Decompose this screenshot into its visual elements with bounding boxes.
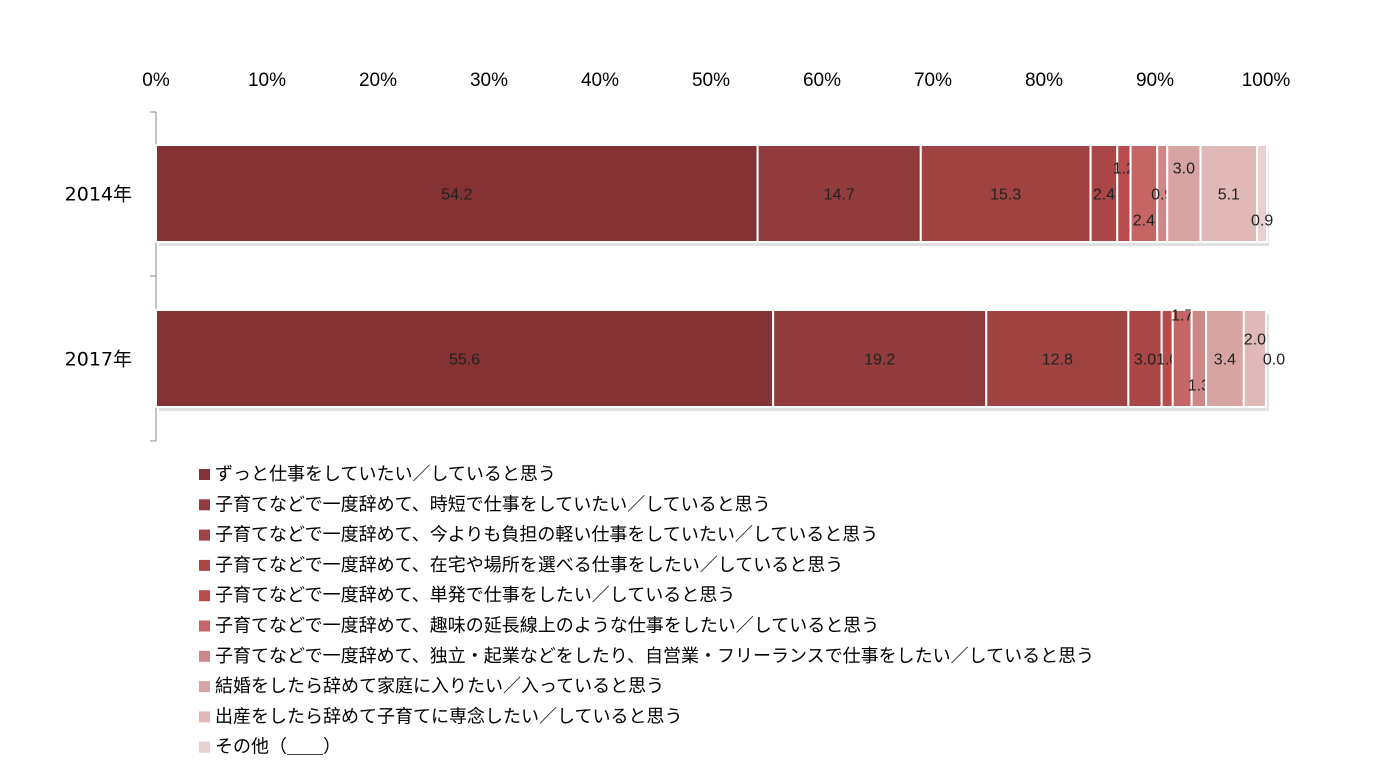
bar-segment [1127, 309, 1163, 408]
data-label: 0.9 [1251, 213, 1273, 230]
legend-label: 子育てなどで一度辞めて、独立・起業などをしたり、自営業・フリーランスで仕事をした… [215, 646, 1094, 667]
data-label: 54.2 [441, 187, 472, 204]
data-label: 5.1 [1218, 187, 1240, 204]
data-label: 3.4 [1214, 352, 1236, 369]
legend-swatch [199, 711, 210, 723]
x-tick-label: 70% [914, 70, 952, 91]
legend-label: 子育てなどで一度辞めて、在宅や場所を選べる仕事をしたい／していると思う [215, 555, 843, 576]
x-tick-label: 30% [470, 70, 508, 91]
x-tick-label: 20% [359, 70, 397, 91]
legend-label: 子育てなどで一度辞めて、趣味の延長線上のような仕事をしたい／していると思う [215, 616, 879, 637]
bar-segment [1256, 144, 1269, 243]
x-tick-label: 90% [1136, 70, 1174, 91]
data-label: 15.3 [990, 187, 1021, 204]
legend-label: ずっと仕事をしていたい／していると思う [215, 464, 556, 485]
category-label: 2014年 [65, 184, 132, 206]
legend-swatch [199, 650, 210, 662]
bar-segment [155, 309, 775, 408]
legend-label: 出産をしたら辞めて子育てに専念したい／していると思う [215, 705, 682, 727]
legend-label: 結婚をしたら辞めて家庭に入りたい／入っていると思う [215, 676, 664, 697]
data-label: 3.0 [1134, 352, 1156, 369]
data-label: 2.4 [1133, 213, 1155, 230]
legend-swatch [199, 681, 210, 693]
legend-swatch [199, 469, 210, 480]
legend-swatch [199, 559, 210, 571]
legend-swatch [199, 529, 210, 541]
data-label: 1.2 [1113, 161, 1135, 178]
data-label: 3.0 [1173, 161, 1195, 178]
x-tick-label: 60% [803, 70, 841, 91]
data-label: 2.4 [1093, 187, 1115, 204]
bar-segment [155, 144, 759, 243]
data-label: 2.0 [1244, 332, 1266, 349]
data-label: 1.3 [1188, 378, 1210, 395]
legend-swatch [199, 499, 210, 511]
bar-segment [1089, 144, 1119, 243]
x-tick-label: 0% [142, 70, 170, 91]
data-label: 1.7 [1171, 308, 1193, 325]
bar-segment [985, 309, 1130, 408]
x-tick-label: 100% [1242, 70, 1291, 91]
bar-segment [919, 144, 1092, 243]
data-label: 0.0 [1263, 352, 1285, 369]
legend-swatch [199, 620, 210, 632]
bar-segment [1205, 309, 1245, 408]
legend-swatch [199, 590, 210, 602]
data-label: 14.7 [824, 187, 855, 204]
legend-label: その他（＿＿） [215, 737, 341, 758]
data-label: 55.6 [449, 352, 480, 369]
x-tick-label: 50% [692, 70, 730, 91]
legend-label: 子育てなどで一度辞めて、時短で仕事をしていたい／していると思う [215, 494, 771, 515]
legend-label: 子育てなどで一度辞めて、単発で仕事をしたい／していると思う [215, 585, 735, 606]
category-label: 2017年 [65, 349, 132, 371]
x-tick-label: 10% [248, 70, 286, 91]
bar-segment [1166, 144, 1202, 243]
bar-segment [756, 144, 922, 243]
bar-segment [1199, 144, 1259, 243]
x-tick-label: 80% [1025, 70, 1063, 91]
bar-segment [772, 309, 988, 408]
legend-label: 子育てなどで一度辞めて、今よりも負担の軽い仕事をしていたい／していると思う [215, 525, 878, 546]
data-label: 19.2 [864, 352, 895, 369]
legend-swatch [199, 741, 210, 753]
data-label: 12.8 [1042, 352, 1073, 369]
x-tick-label: 40% [581, 70, 619, 91]
bar-segment [1242, 309, 1268, 408]
